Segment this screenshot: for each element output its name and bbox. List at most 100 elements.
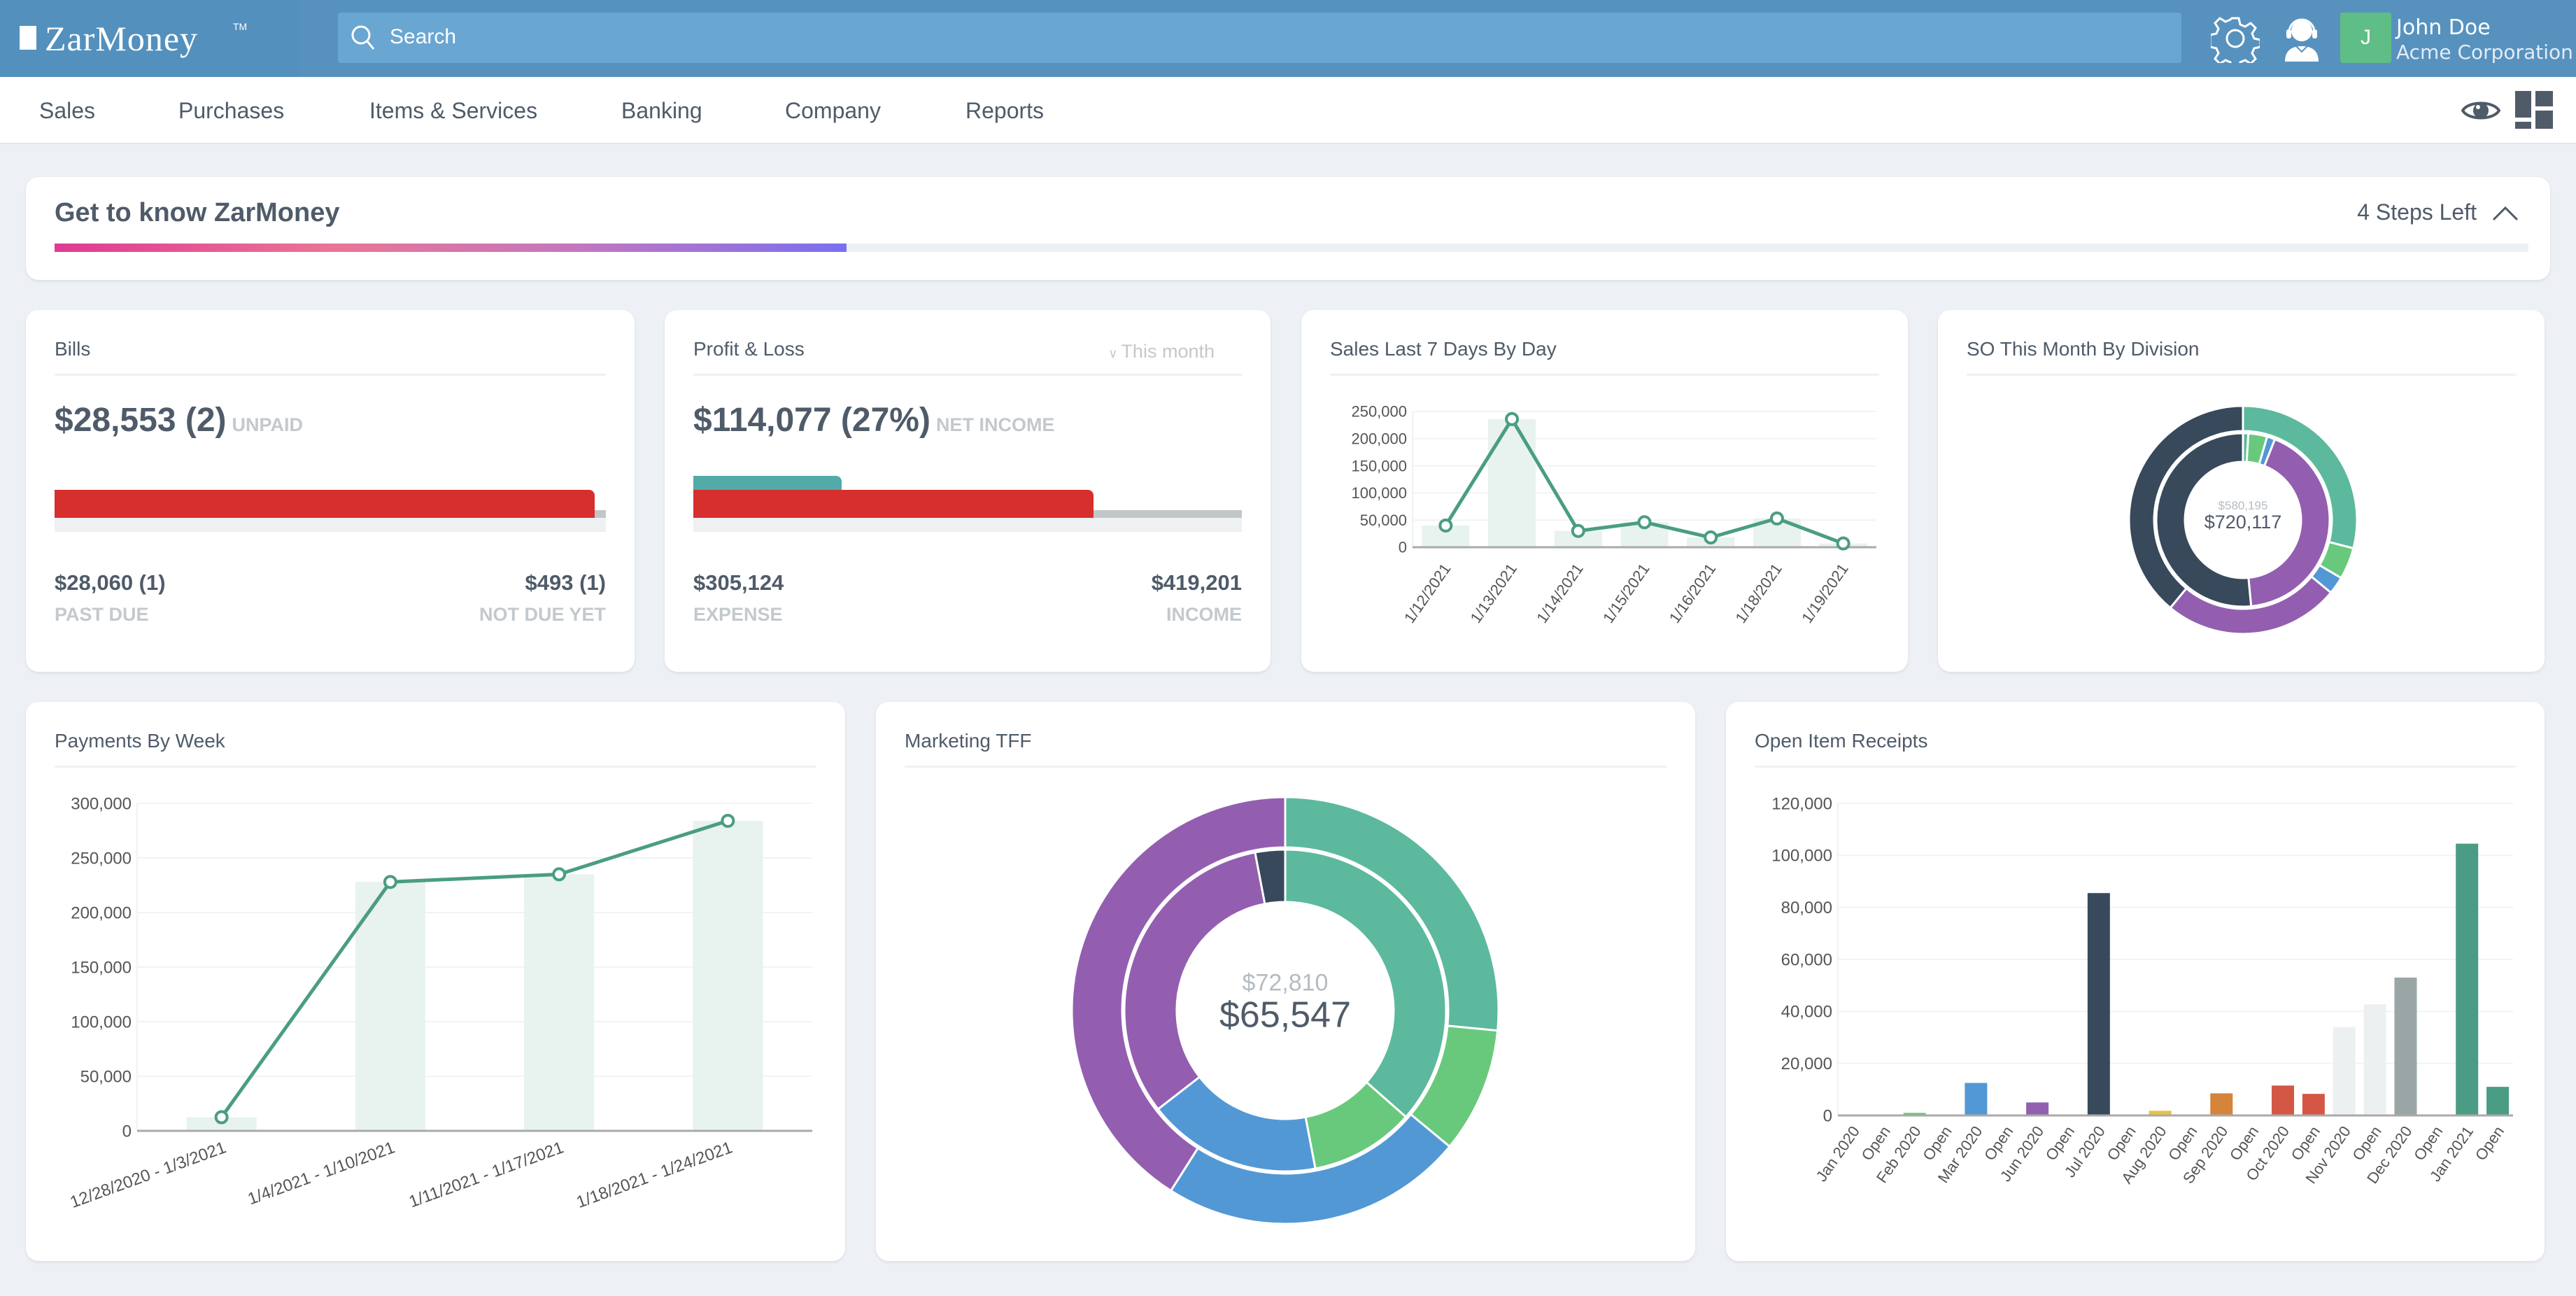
inner-slice bbox=[1254, 848, 1287, 906]
divider bbox=[1755, 766, 2516, 768]
bar bbox=[1903, 1113, 1926, 1115]
data-point bbox=[214, 1110, 229, 1125]
data-point bbox=[383, 875, 397, 889]
gear-icon[interactable] bbox=[2211, 14, 2260, 63]
support-headset-icon[interactable] bbox=[2282, 14, 2321, 63]
x-tick-label: 1/18/2021 bbox=[1732, 561, 1785, 627]
bar bbox=[1488, 418, 1536, 547]
card-title: Open Item Receipts bbox=[1755, 730, 1928, 752]
data-point bbox=[1637, 515, 1652, 530]
user-name[interactable]: John Doe bbox=[2396, 15, 2491, 40]
avatar[interactable]: J bbox=[2340, 13, 2391, 63]
center-secondary-value: $580,195 bbox=[2218, 499, 2268, 512]
y-tick-label: 20,000 bbox=[1781, 1055, 1832, 1073]
expense-value[interactable]: $305,124 bbox=[693, 570, 784, 595]
y-tick-label: 200,000 bbox=[71, 903, 132, 922]
past-due-label: PAST DUE bbox=[55, 604, 149, 625]
card-title: Payments By Week bbox=[55, 730, 225, 752]
so-donut-chart: $580,195$720,117 bbox=[2128, 404, 2358, 635]
divider bbox=[693, 374, 1242, 376]
x-tick-label: 1/15/2021 bbox=[1599, 561, 1653, 627]
x-tick-label: 1/12/2021 bbox=[1401, 561, 1455, 627]
payments-chart: 0 50,000 100,000 150,000 200,000 250,000 300,0… bbox=[68, 794, 812, 1212]
bar bbox=[1554, 530, 1602, 547]
payments-by-week-card: Payments By Week 0 50,000 100,000 150,000 20… bbox=[26, 702, 845, 1261]
search-input[interactable] bbox=[338, 13, 2181, 63]
bar bbox=[2149, 1111, 2172, 1115]
bar bbox=[1965, 1083, 1988, 1115]
bills-card: Bills $28,553 (2) UNPAID $28,060 (1) $493… bbox=[26, 310, 635, 672]
y-tick-label: 0 bbox=[1399, 539, 1407, 556]
y-tick-label: 250,000 bbox=[71, 849, 132, 868]
bar-background bbox=[55, 518, 606, 532]
inner-slice bbox=[1123, 851, 1266, 1111]
period-filter-dropdown[interactable]: ∨ This month bbox=[1108, 341, 1215, 362]
divider bbox=[1330, 374, 1879, 376]
period-filter-value: This month bbox=[1121, 341, 1215, 362]
y-tick-label: 0 bbox=[122, 1122, 132, 1141]
logo[interactable]: ZarMoney TM bbox=[0, 0, 299, 77]
nav-sales[interactable]: Sales bbox=[39, 98, 96, 123]
bar bbox=[2333, 1027, 2356, 1115]
bar bbox=[2087, 893, 2110, 1115]
marketing-tff-card: Marketing TFF $72,810 $65,547 bbox=[876, 702, 1695, 1261]
outer-slice bbox=[1070, 796, 1287, 1192]
chevron-up-icon[interactable] bbox=[2491, 205, 2519, 222]
outer-slice bbox=[2128, 404, 2244, 610]
y-tick-label: 50,000 bbox=[80, 1067, 132, 1086]
divider bbox=[905, 766, 1666, 768]
not-due-value[interactable]: $493 (1) bbox=[525, 570, 606, 595]
center-primary-value: $720,117 bbox=[2205, 512, 2282, 533]
x-tick-label: 1/14/2021 bbox=[1533, 561, 1587, 627]
y-tick-label: 80,000 bbox=[1781, 899, 1832, 917]
card-title: Sales Last 7 Days By Day bbox=[1330, 338, 1557, 360]
nav-reports[interactable]: Reports bbox=[965, 98, 1045, 123]
nav-company[interactable]: Company bbox=[785, 98, 881, 123]
bar bbox=[693, 820, 763, 1131]
card-title: Profit & Loss bbox=[693, 338, 805, 360]
y-tick-label: 100,000 bbox=[1771, 847, 1832, 866]
inner-slice bbox=[2155, 432, 2253, 608]
marketing-donut-chart: $72,810$65,547 bbox=[1070, 796, 1500, 1225]
steps-left[interactable]: 4 Steps Left bbox=[2357, 199, 2477, 225]
eye-icon[interactable] bbox=[2461, 97, 2500, 125]
onboarding-title: Get to know ZarMoney bbox=[55, 198, 340, 227]
company-name[interactable]: Acme Corporation bbox=[2396, 41, 2573, 64]
profit-loss-card: Profit & Loss ∨ This month $114,077 (27%… bbox=[665, 310, 1271, 672]
data-point bbox=[552, 867, 567, 882]
card-title: SO This Month By Division bbox=[1967, 338, 2200, 360]
bar bbox=[2302, 1094, 2325, 1115]
y-tick-label: 50,000 bbox=[1360, 512, 1407, 529]
card-title: Marketing TFF bbox=[905, 730, 1032, 752]
bar bbox=[2210, 1093, 2233, 1115]
card-title: Bills bbox=[55, 338, 91, 360]
data-point bbox=[1704, 530, 1718, 545]
nav-items-services[interactable]: Items & Services bbox=[369, 98, 538, 123]
y-tick-label: 100,000 bbox=[1351, 484, 1407, 502]
onboarding-card: Get to know ZarMoney 4 Steps Left bbox=[26, 177, 2550, 280]
logo-mark-icon bbox=[20, 26, 36, 50]
y-tick-label: 40,000 bbox=[1781, 1003, 1832, 1022]
nav-purchases[interactable]: Purchases bbox=[178, 98, 285, 123]
divider bbox=[55, 374, 606, 376]
past-due-value[interactable]: $28,060 (1) bbox=[55, 570, 166, 595]
income-value[interactable]: $419,201 bbox=[1151, 570, 1242, 595]
y-tick-label: 0 bbox=[1823, 1106, 1832, 1125]
search-placeholder: Search bbox=[390, 25, 457, 48]
income-label: INCOME bbox=[1166, 604, 1242, 625]
dashboard-layout-icon[interactable] bbox=[2515, 91, 2553, 129]
center-secondary-value: $72,810 bbox=[1243, 969, 1329, 996]
net-income-amount: $114,077 (27%) NET INCOME bbox=[693, 401, 1054, 439]
x-tick-label: 1/16/2021 bbox=[1666, 561, 1720, 627]
bar bbox=[2272, 1085, 2295, 1115]
onboarding-progress-fill bbox=[55, 244, 847, 252]
y-tick-label: 200,000 bbox=[1351, 430, 1407, 448]
series-line bbox=[220, 819, 729, 1118]
y-tick-label: 60,000 bbox=[1781, 950, 1832, 969]
data-point bbox=[721, 813, 735, 828]
x-tick-label: 1/4/2021 - 1/10/2021 bbox=[246, 1138, 397, 1209]
bar bbox=[2394, 978, 2417, 1115]
nav-banking[interactable]: Banking bbox=[621, 98, 702, 123]
x-tick-label: Jan 2020 bbox=[1813, 1123, 1863, 1185]
x-tick-label: 12/28/2020 - 1/3/2021 bbox=[68, 1138, 229, 1212]
